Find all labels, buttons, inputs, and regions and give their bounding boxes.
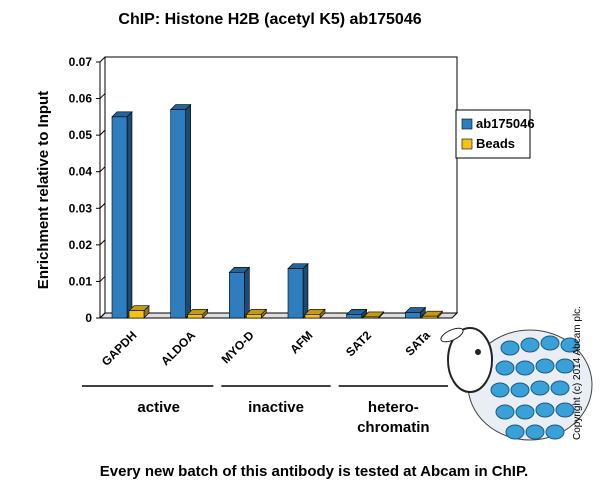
y-axis-label: Enrichment relative to Input [35,91,52,289]
x-tick-label: GAPDH [99,328,140,369]
bar [228,266,251,319]
bar-front [187,314,203,319]
chart-title: ChIP: Histone H2B (acetyl K5) ab175046 [118,11,421,28]
group-label: chromatin [357,419,430,436]
x-tick-label: SAT2 [343,328,374,359]
bar-front [287,268,304,319]
bar-side [126,111,133,319]
y-wall-tick [99,312,106,319]
bar-front [304,314,321,319]
bar-front [422,315,438,319]
group-label: inactive [248,399,304,416]
x-tick-label: SATa [402,328,433,359]
x-tick-label: AFM [287,328,315,356]
bar-front [229,271,245,319]
y-wall-tick [99,239,106,246]
y-tick-label: 0.04 [69,165,93,179]
bar [128,304,150,319]
y-tick-label: 0.03 [69,201,93,215]
footer: Every new batch of this antibody is test… [100,463,528,480]
legend-box [455,109,531,159]
bar [111,111,133,319]
x-tick-label: MYO-D [219,328,257,366]
bar [421,310,444,319]
group-label: hetero- [368,399,419,416]
legend-label: ab175046 [476,116,535,131]
bar [287,262,309,319]
bar-front [405,312,421,319]
y-tick-label: 0.01 [69,274,93,288]
y-wall-tick [99,129,106,136]
bar-front [346,314,362,319]
bar-front [170,109,186,319]
bar [362,311,385,319]
y-wall-tick [99,166,106,173]
y-tick-label: 0.02 [69,238,93,252]
y-tick-label: 0 [85,311,92,325]
copyright: Copyright (c) 2014 Abcam plc. [572,306,583,440]
group-label: active [137,399,180,416]
bar-front [363,316,379,319]
y-wall-tick [99,202,106,209]
y-tick-label: 0.07 [69,55,93,69]
bar-side [244,266,250,319]
bar-front [111,116,128,319]
floor [98,312,459,319]
legend-swatch [461,138,473,150]
bar-side [302,262,309,319]
bar-front [128,310,145,319]
bar [186,308,209,319]
legend-swatch [461,118,473,130]
y-tick-label: 0.06 [69,92,93,106]
y-tick-label: 0.05 [69,128,93,142]
plot-wall [99,56,458,319]
bar [345,308,368,319]
bar [169,103,192,319]
bar [245,308,268,319]
bar [304,308,326,319]
y-wall-tick [99,93,106,99]
y-wall-tick [99,56,106,63]
legend-label: Beads [476,136,515,151]
bar-side [185,103,191,319]
bar-front [246,314,262,319]
x-tick-label: ALDOA [158,328,198,368]
y-wall-tick [99,276,106,282]
bar [404,306,427,319]
sheep-illustration [440,327,593,441]
